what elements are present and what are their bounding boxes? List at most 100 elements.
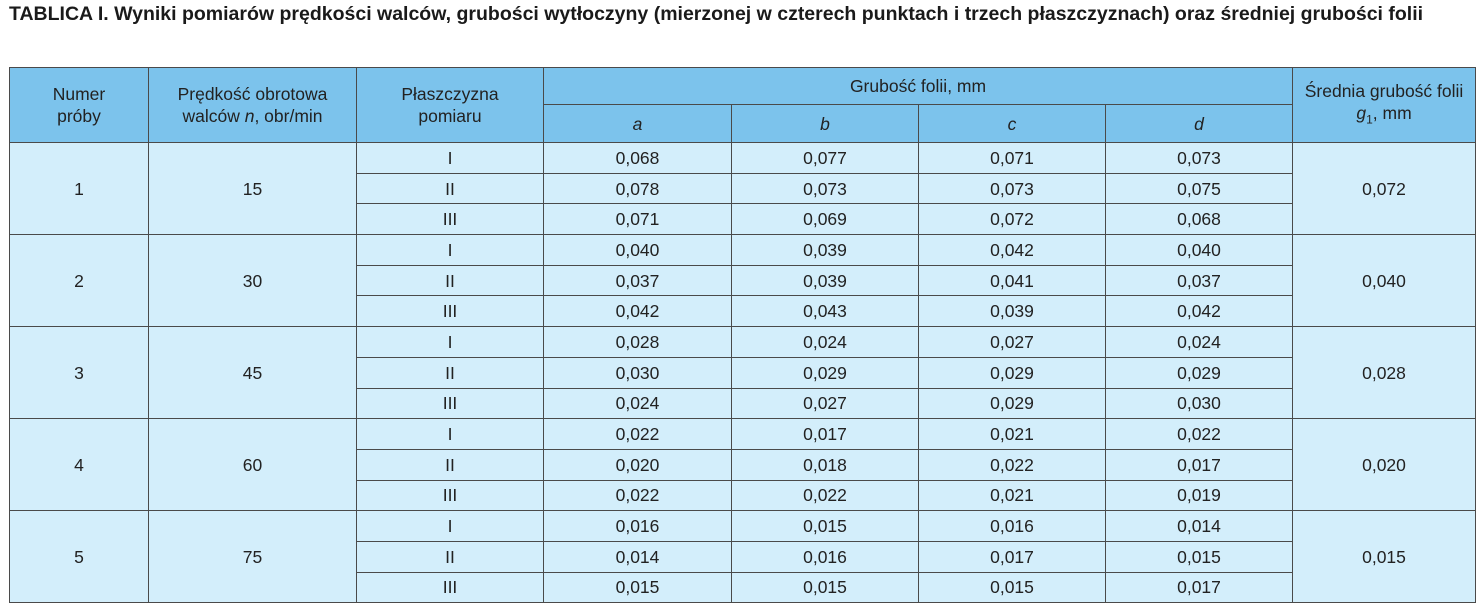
thickness-value: 0,078 xyxy=(543,172,732,205)
table-row: III 0,071 0,069 0,072 0,068 xyxy=(10,203,1476,236)
point-label: b xyxy=(820,113,830,134)
point-label: c xyxy=(1007,113,1017,134)
thickness-value: 0,024 xyxy=(1104,326,1294,358)
header-cell: Średnia grubość folii g1, mm xyxy=(1292,67,1477,143)
table-row: II 0,037 0,039 0,041 0,037 xyxy=(10,264,1476,297)
header-text: Płaszczyzna pomiaru xyxy=(401,84,499,126)
header-cell: b xyxy=(731,104,919,143)
header-cell: Numer próby xyxy=(9,67,149,143)
header-cell: d xyxy=(1104,104,1294,143)
table-row: III 0,022 0,022 0,021 0,019 xyxy=(10,479,1476,512)
plane: I xyxy=(356,418,544,450)
thickness-value: 0,017 xyxy=(1104,448,1294,481)
results-table: Numer próby Prędkość obrotowa walców n, … xyxy=(9,67,1477,604)
table-row: III 0,042 0,043 0,039 0,042 xyxy=(10,295,1476,328)
mean-thickness: 0,020 xyxy=(1292,418,1477,512)
header-subscript: 1 xyxy=(1366,112,1373,127)
thickness-value: 0,015 xyxy=(731,510,919,542)
table-row: 4 60 I 0,022 0,017 0,021 0,022 0,020 xyxy=(9,418,1477,512)
table-row: 3 45 I 0,028 0,024 0,027 0,024 0,028 xyxy=(9,326,1477,420)
plane: I xyxy=(356,234,544,266)
header-text: Numer próby xyxy=(52,84,106,126)
sample-number: 1 xyxy=(9,141,149,236)
thickness-value: 0,042 xyxy=(1104,295,1294,328)
plane: III xyxy=(356,387,544,420)
plane: I xyxy=(356,326,544,358)
thickness-value: 0,017 xyxy=(731,418,919,450)
thickness-value: 0,029 xyxy=(918,387,1106,420)
thickness-value: 0,073 xyxy=(1104,142,1294,174)
thickness-value: 0,071 xyxy=(543,203,732,236)
plane: II xyxy=(356,264,544,297)
thickness-value: 0,039 xyxy=(731,264,919,297)
thickness-value: 0,077 xyxy=(731,142,919,174)
thickness-value: 0,040 xyxy=(543,234,732,266)
header-text: Prędkość obrotowa walców xyxy=(177,84,328,126)
table-row: 2 30 I 0,040 0,039 0,042 0,040 0,040 xyxy=(9,234,1477,328)
roll-speed: 60 xyxy=(148,418,357,512)
thickness-value: 0,039 xyxy=(731,234,919,266)
sample-number: 2 xyxy=(9,234,149,328)
thickness-value: 0,017 xyxy=(918,540,1106,573)
thickness-value: 0,014 xyxy=(1104,510,1294,542)
header-row: a b c d xyxy=(10,104,1476,143)
thickness-value: 0,042 xyxy=(918,234,1106,266)
mean-thickness: 0,015 xyxy=(1292,510,1477,604)
plane: II xyxy=(356,172,544,205)
header-cell: c xyxy=(918,104,1106,143)
thickness-value: 0,021 xyxy=(918,479,1106,512)
header-text: , obr/min xyxy=(254,106,323,126)
roll-speed: 15 xyxy=(148,141,357,236)
thickness-value: 0,037 xyxy=(543,264,732,297)
thickness-value: 0,073 xyxy=(918,172,1106,205)
table-row: II 0,030 0,029 0,029 0,029 xyxy=(10,356,1476,389)
roll-speed: 75 xyxy=(148,510,357,604)
table-row: II 0,014 0,016 0,017 0,015 xyxy=(10,540,1476,573)
mean-thickness: 0,072 xyxy=(1292,141,1477,236)
thickness-value: 0,027 xyxy=(918,326,1106,358)
thickness-value: 0,022 xyxy=(1104,418,1294,450)
thickness-value: 0,024 xyxy=(543,387,732,420)
header-text: Średnia grubość folii xyxy=(1304,80,1464,101)
thickness-value: 0,018 xyxy=(731,448,919,481)
header-symbol: n xyxy=(244,106,255,126)
thickness-value: 0,029 xyxy=(1104,356,1294,389)
plane: II xyxy=(356,540,544,573)
thickness-value: 0,016 xyxy=(731,540,919,573)
roll-speed: 45 xyxy=(148,326,357,420)
thickness-value: 0,016 xyxy=(543,510,732,542)
point-label: a xyxy=(632,113,643,134)
thickness-value: 0,022 xyxy=(543,418,732,450)
table-title: TABLICA I. Wyniki pomiarów prędkości wal… xyxy=(9,3,1424,25)
thickness-value: 0,029 xyxy=(731,356,919,389)
plane: III xyxy=(356,571,544,604)
thickness-value: 0,019 xyxy=(1104,479,1294,512)
plane: I xyxy=(356,142,544,174)
point-label: d xyxy=(1194,113,1204,134)
header-cell: Prędkość obrotowa walców n, obr/min xyxy=(148,67,357,143)
thickness-value: 0,027 xyxy=(731,387,919,420)
thickness-value: 0,015 xyxy=(1104,540,1294,573)
thickness-value: 0,041 xyxy=(918,264,1106,297)
table-row: III 0,015 0,015 0,015 0,017 xyxy=(10,571,1476,604)
thickness-value: 0,017 xyxy=(1104,571,1294,604)
thickness-value: 0,015 xyxy=(543,571,732,604)
thickness-value: 0,039 xyxy=(918,295,1106,328)
plane: II xyxy=(356,448,544,481)
thickness-value: 0,075 xyxy=(1104,172,1294,205)
thickness-value: 0,069 xyxy=(731,203,919,236)
plane: III xyxy=(356,479,544,512)
thickness-value: 0,022 xyxy=(543,479,732,512)
thickness-value: 0,022 xyxy=(731,479,919,512)
plane: III xyxy=(356,295,544,328)
thickness-value: 0,040 xyxy=(1104,234,1294,266)
thickness-value: 0,072 xyxy=(918,203,1106,236)
table-row: 1 15 I 0,068 0,077 0,071 0,073 0,072 xyxy=(9,141,1477,236)
table-row: 5 75 I 0,016 0,015 0,016 0,014 0,015 xyxy=(9,510,1477,604)
mean-thickness: 0,040 xyxy=(1292,234,1477,328)
header-cell: Grubość folii, mm xyxy=(542,67,1294,105)
thickness-value: 0,037 xyxy=(1104,264,1294,297)
thickness-value: 0,024 xyxy=(731,326,919,358)
sample-number: 5 xyxy=(9,510,149,604)
thickness-value: 0,015 xyxy=(918,571,1106,604)
